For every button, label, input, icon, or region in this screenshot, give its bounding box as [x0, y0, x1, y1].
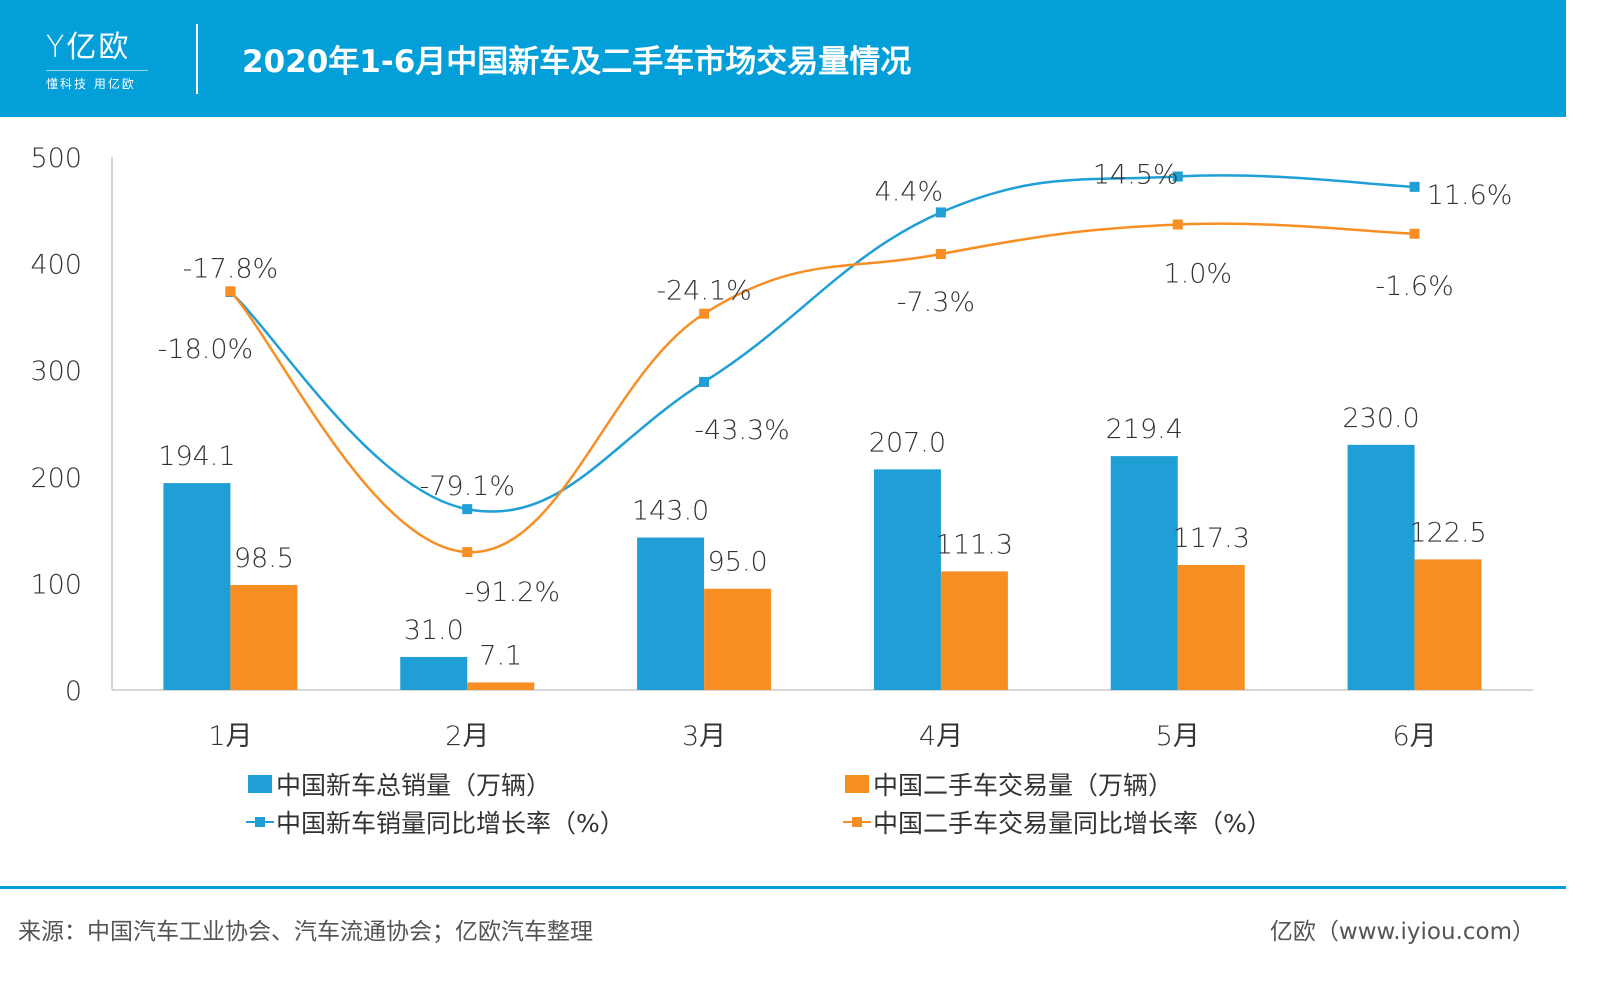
y-tick-label: 300 — [30, 356, 82, 387]
line-marker — [1409, 228, 1420, 239]
line-marker — [462, 547, 473, 558]
line-data-label: -7.3% — [897, 287, 975, 318]
logo-text: Y亿欧 — [46, 30, 131, 65]
logo-slogan: 懂科技 用亿欧 — [46, 77, 136, 91]
logo: Y亿欧 懂科技 用亿欧 — [46, 22, 148, 92]
y-tick-label: 100 — [30, 569, 82, 600]
line-marker — [225, 286, 236, 297]
source-note: 来源：中国汽车工业协会、汽车流通协会；亿欧汽车整理 — [18, 919, 593, 945]
bar-used-car — [940, 571, 1008, 690]
bar-data-label: 7.1 — [479, 640, 522, 671]
credit: 亿欧（www.iyiou.com） — [1269, 919, 1535, 945]
legend-item-used-bar: 中国二手车交易量（万辆） — [845, 766, 1173, 802]
bar-used-car — [704, 588, 772, 690]
bar-new-car — [873, 469, 941, 690]
x-tick-label: 3月 — [682, 721, 726, 752]
y-tick-label: 500 — [30, 143, 82, 174]
line-data-label: 1.0% — [1163, 259, 1232, 290]
bar-new-car — [1110, 456, 1178, 690]
chart-title: 2020年1-6月中国新车及二手车市场交易量情况 — [242, 44, 912, 80]
x-tick-label: 2月 — [445, 721, 489, 752]
bar-data-label: 111.3 — [936, 529, 1013, 560]
y-tick-label: 400 — [30, 250, 82, 281]
header-divider — [196, 24, 198, 94]
bar-used-car — [467, 682, 535, 690]
line-marker — [462, 504, 473, 515]
bar-data-label: 117.3 — [1173, 523, 1250, 554]
x-tick-label: 5月 — [1156, 721, 1200, 752]
x-tick-label: 6月 — [1392, 721, 1436, 752]
line-data-label: -79.1% — [419, 471, 515, 502]
line-marker — [935, 207, 946, 218]
line-used-car-growth — [229, 222, 1415, 554]
line-data-label: -17.8% — [183, 253, 279, 284]
legend-item-used-line: 中国二手车交易量同比增长率（%） — [843, 804, 1272, 840]
bar-data-label: 207.0 — [869, 427, 946, 458]
line-data-label: -18.0% — [158, 334, 254, 365]
bar-data-label: 98.5 — [234, 543, 294, 574]
line-marker — [699, 376, 710, 387]
legend-item-new-line: 中国新车销量同比增长率（%） — [246, 804, 625, 840]
bar-data-label: 31.0 — [404, 615, 464, 646]
bar-new-car — [1347, 444, 1415, 690]
line-data-label: -43.3% — [694, 415, 790, 446]
bar-data-label: 95.0 — [708, 547, 768, 578]
line-data-label: -1.6% — [1375, 271, 1453, 302]
logo-y-icon: Y — [46, 30, 67, 65]
bar-data-label: 219.4 — [1106, 414, 1183, 445]
y-tick-label: 200 — [30, 463, 82, 494]
y-tick-label: 0 — [65, 676, 82, 707]
line-data-label: -24.1% — [656, 276, 752, 307]
bar-new-car — [400, 656, 468, 690]
footer-divider — [0, 886, 1566, 889]
bar-used-car — [1177, 564, 1245, 690]
bar-used-car — [1414, 559, 1482, 690]
line-data-label: -91.2% — [464, 577, 560, 608]
bar-data-label: 230.0 — [1342, 403, 1419, 434]
bar-data-label: 143.0 — [632, 496, 709, 527]
bar-new-car — [163, 483, 231, 690]
legend-item-new-bar: 中国新车总销量（万辆） — [248, 766, 551, 802]
line-data-label: 4.4% — [875, 176, 944, 207]
bar-new-car — [637, 537, 705, 690]
bar-used-car — [230, 584, 298, 690]
line-data-label: 14.5% — [1093, 160, 1179, 191]
x-tick-label: 4月 — [919, 721, 963, 752]
line-marker — [935, 249, 946, 260]
bar-data-label: 122.5 — [1409, 517, 1486, 548]
line-marker — [699, 308, 710, 319]
line-new-car-growth — [229, 174, 1415, 513]
line-marker — [1172, 171, 1183, 182]
x-tick-label: 1月 — [208, 721, 252, 752]
line-data-label: 11.6% — [1427, 180, 1513, 211]
header-banner: Y亿欧 懂科技 用亿欧 2020年1-6月中国新车及二手车市场交易量情况 — [0, 0, 1566, 117]
line-marker — [1409, 181, 1420, 192]
bar-data-label: 194.1 — [158, 441, 235, 472]
line-marker — [1172, 219, 1183, 230]
